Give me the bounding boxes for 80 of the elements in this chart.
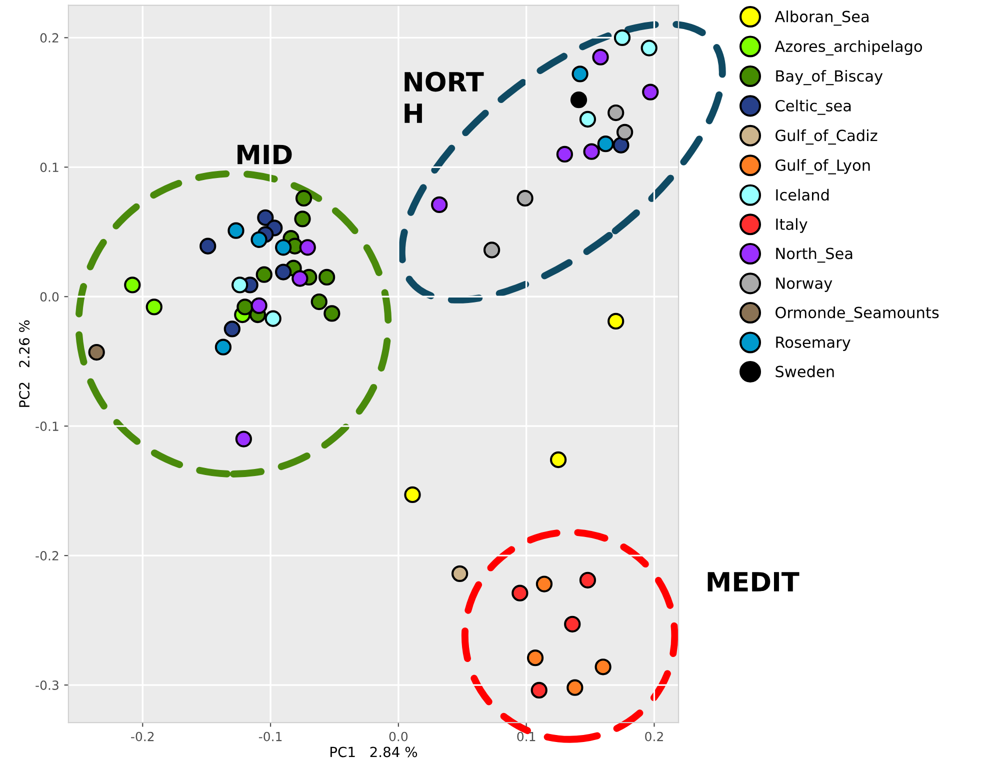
point — [608, 104, 624, 122]
point — [592, 48, 609, 66]
point — [404, 486, 421, 504]
point — [318, 268, 336, 286]
text: MEDIT — [708, 572, 800, 592]
legend-label: Celtic_sea — [776, 100, 851, 115]
point — [572, 66, 588, 82]
legend-label: North_Sea — [776, 247, 852, 263]
point — [483, 242, 500, 258]
point — [146, 298, 162, 316]
point — [257, 209, 274, 226]
point — [324, 305, 340, 322]
y-tick-label: 0.2 — [40, 33, 58, 43]
point — [526, 650, 544, 666]
point — [235, 430, 252, 448]
point — [124, 276, 141, 294]
legend-label: Iceland — [776, 188, 829, 201]
point — [614, 29, 631, 46]
point — [295, 190, 312, 207]
point — [640, 40, 658, 56]
legend-label: Bay_of_Biscay — [776, 70, 883, 86]
x-tick-label: -0.1 — [258, 732, 282, 742]
point — [616, 124, 634, 141]
x-tick-label: -0.2 — [131, 732, 154, 742]
point — [579, 572, 596, 588]
point — [512, 584, 528, 602]
point — [224, 320, 240, 338]
legend-label: Azores_archipelago — [774, 40, 922, 56]
legend-label: Alboran_Sea — [774, 10, 868, 26]
legend-label: Sweden — [776, 365, 834, 378]
legend-label: Ormonde_Seamounts — [776, 306, 939, 322]
annotation: MID — [238, 144, 292, 164]
y-tick-label: -0.1 — [36, 422, 58, 432]
legend-label: Norway — [776, 278, 832, 292]
point — [564, 616, 581, 632]
point — [250, 297, 268, 314]
point — [264, 310, 282, 327]
point — [274, 264, 292, 280]
point — [294, 210, 311, 228]
point — [608, 312, 624, 330]
legend-label: Gulf_of_Lyon — [776, 159, 870, 174]
point — [550, 451, 567, 468]
x-tick-label: 0.0 — [389, 732, 408, 742]
point — [597, 136, 614, 152]
point — [566, 679, 584, 696]
point — [451, 565, 468, 582]
point — [214, 338, 232, 356]
legend-label: Rosemary — [776, 336, 850, 351]
point — [570, 91, 588, 108]
y-axis-title: PC2 2.26 % — [19, 320, 30, 407]
point — [236, 298, 254, 316]
point — [292, 270, 308, 287]
x-tick-label: 0.2 — [645, 732, 663, 742]
legend-label: Italy — [776, 218, 808, 233]
point — [256, 266, 272, 283]
y-tick-label: -0.2 — [36, 551, 58, 560]
point — [431, 196, 448, 214]
legend-label: Gulf_of_Cadiz — [776, 129, 878, 145]
point — [200, 238, 216, 254]
point — [274, 239, 292, 256]
point — [516, 190, 534, 207]
y-tick-label: 0.1 — [40, 162, 58, 172]
point — [88, 344, 105, 361]
x-axis-title: PC1 2.84 % — [330, 746, 418, 758]
point — [310, 293, 328, 310]
annotation: NORT H — [404, 72, 484, 123]
point — [299, 239, 316, 256]
point — [556, 146, 574, 163]
x-tick-label: 0.1 — [517, 732, 536, 742]
point — [232, 276, 248, 294]
point — [530, 682, 548, 699]
point — [583, 143, 600, 160]
point — [228, 222, 244, 239]
point — [594, 658, 612, 676]
y-tick-label: -0.3 — [36, 680, 58, 690]
y-tick-label: 0.0 — [40, 292, 59, 302]
point — [250, 231, 268, 248]
point — [536, 576, 553, 592]
point — [642, 84, 659, 100]
point — [579, 110, 596, 128]
